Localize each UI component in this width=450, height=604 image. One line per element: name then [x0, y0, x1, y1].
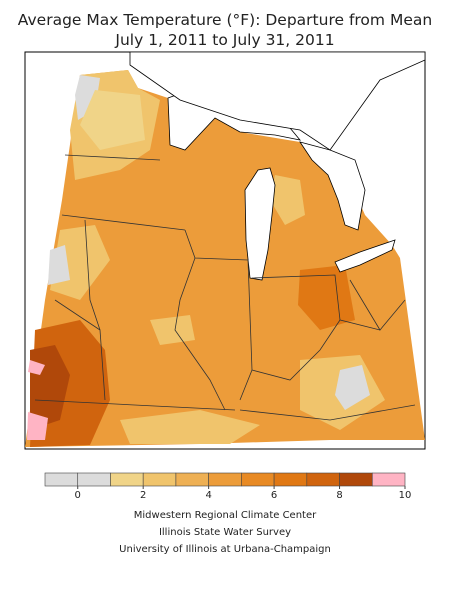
- title: Average Max Temperature (°F): Departure …: [18, 11, 432, 29]
- color-bin: [241, 472, 275, 487]
- credit: Midwestern Regional Climate Center: [134, 510, 317, 521]
- tick-label: 4: [205, 490, 211, 501]
- color-bin: [142, 472, 177, 487]
- tick-label: 8: [336, 490, 342, 501]
- tick-label: 0: [75, 490, 81, 501]
- subtitle: July 1, 2011 to July 31, 2011: [114, 31, 334, 49]
- map: [24, 51, 426, 450]
- credit: Illinois State Water Survey: [159, 527, 291, 538]
- color-bin: [273, 472, 308, 487]
- color-bin: [371, 472, 406, 487]
- tick-label: 10: [399, 490, 412, 501]
- color-bin: [175, 472, 209, 487]
- color-bin: [339, 472, 373, 487]
- color-bin: [110, 472, 144, 487]
- colorbar: 0 2 4 6 8 10: [44, 472, 412, 501]
- color-bin: [306, 472, 340, 487]
- color-bin: [77, 472, 111, 487]
- color-bin: [208, 472, 242, 487]
- credit: University of Illinois at Urbana-Champai…: [119, 544, 331, 555]
- tick-label: 6: [271, 490, 277, 501]
- color-bin: [44, 472, 79, 487]
- tick-label: 2: [140, 490, 146, 501]
